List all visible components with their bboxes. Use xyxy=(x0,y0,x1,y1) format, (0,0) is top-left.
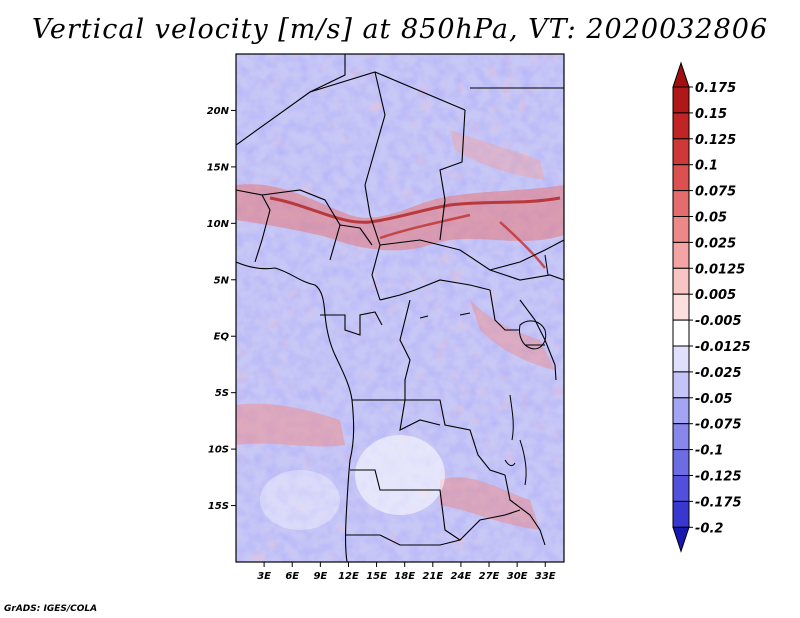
colorbar-swatch xyxy=(672,397,690,425)
weak-motion-patch xyxy=(355,435,445,515)
colorbar-swatch xyxy=(672,190,690,218)
ascent-band-core xyxy=(269,196,561,224)
colorbar-label: -0.1 xyxy=(695,444,723,459)
ascent-patch xyxy=(440,477,540,530)
colorbar-label: -0.005 xyxy=(695,314,742,329)
lon-tick-label: 3E xyxy=(257,571,271,582)
lat-tick-label: 15S xyxy=(208,501,229,512)
lon-tick-label: 30E xyxy=(507,571,528,582)
lat-tick-label: 5S xyxy=(215,388,229,399)
lat-tick-label: 10N xyxy=(207,219,230,230)
lon-tick-label: 12E xyxy=(338,571,359,582)
ascent-band-core xyxy=(379,213,546,269)
colorbar-label: 0.025 xyxy=(695,236,736,251)
lon-tick-label: 18E xyxy=(394,571,415,582)
colorbar-label: 0.15 xyxy=(695,107,727,122)
colorbar-label: 0.125 xyxy=(695,133,736,148)
colorbar-bottom-arrow xyxy=(672,526,690,553)
lat-tick-label: 10S xyxy=(208,445,229,456)
colorbar-legend: 0.175 0.15 0.125 0.1 0.075 0.05 0.025 0.0125 0.0… xyxy=(672,61,751,553)
colorbar-top-arrow xyxy=(672,61,690,88)
lakes xyxy=(419,254,549,486)
weak-motion-patch xyxy=(260,470,340,530)
colorbar-swatch xyxy=(672,475,690,502)
lat-tick-label: 15N xyxy=(207,162,230,173)
colorbar-swatch xyxy=(672,345,690,373)
longitude-axis: 3E 6E 9E 12E 15E 18E 21E 24E 27E 30E 33E xyxy=(257,562,556,582)
lat-tick-label: 5N xyxy=(214,275,230,286)
ascent-patch xyxy=(450,130,545,180)
colorbar-label: 0.1 xyxy=(695,159,718,174)
colorbar-label: -0.125 xyxy=(695,470,742,485)
colorbar-swatch xyxy=(672,500,690,528)
latitude-axis: 20N 15N 10N 5N EQ 5S 10S 15S xyxy=(207,106,236,512)
lon-tick-label: 24E xyxy=(451,571,472,582)
colorbar-label: 0.175 xyxy=(695,81,736,96)
lat-tick-label: EQ xyxy=(214,332,230,343)
colorbar-label: -0.025 xyxy=(695,366,742,381)
colorbar-swatch xyxy=(672,423,690,451)
colorbar-label: -0.0125 xyxy=(695,340,751,355)
lon-tick-label: 33E xyxy=(535,571,556,582)
map-frame xyxy=(235,53,565,563)
colorbar-label: 0.05 xyxy=(695,211,727,226)
grads-credit: GrADS: IGES/COLA xyxy=(4,604,98,614)
colorbar-label: -0.2 xyxy=(695,521,723,536)
lon-tick-label: 27E xyxy=(479,571,500,582)
colorbar-label: -0.05 xyxy=(695,392,732,407)
lon-tick-label: 9E xyxy=(313,571,327,582)
ascent-patch xyxy=(470,300,555,370)
colorbar-swatch xyxy=(672,449,690,477)
colorbar-label: -0.075 xyxy=(695,418,742,433)
lon-tick-label: 6E xyxy=(285,571,299,582)
colorbar-swatch xyxy=(672,371,690,399)
colorbar-label: 0.075 xyxy=(695,185,736,200)
colorbar-swatch xyxy=(672,267,690,295)
lon-tick-label: 21E xyxy=(422,571,443,582)
colorbar-swatch xyxy=(672,241,690,269)
colorbar-swatch xyxy=(672,86,690,114)
ascent-patch xyxy=(236,403,345,447)
colorbar-swatch xyxy=(672,164,690,192)
colorbar-swatch xyxy=(672,216,690,243)
colorbar-label: 0.0125 xyxy=(695,262,745,277)
colorbar-label: 0.005 xyxy=(695,288,736,303)
colorbar-swatch xyxy=(672,112,690,140)
colorbar-swatch xyxy=(672,293,690,321)
colorbar-swatch xyxy=(672,319,690,347)
colorbar-label: -0.175 xyxy=(695,495,742,510)
map-title: Vertical velocity [m/s] at 850hPa, VT: 2… xyxy=(31,14,769,45)
lat-tick-label: 20N xyxy=(207,106,230,117)
vertical-velocity-field xyxy=(236,54,564,562)
political-borders xyxy=(236,54,564,562)
lon-tick-label: 15E xyxy=(366,571,387,582)
colorbar-swatch xyxy=(672,138,690,166)
